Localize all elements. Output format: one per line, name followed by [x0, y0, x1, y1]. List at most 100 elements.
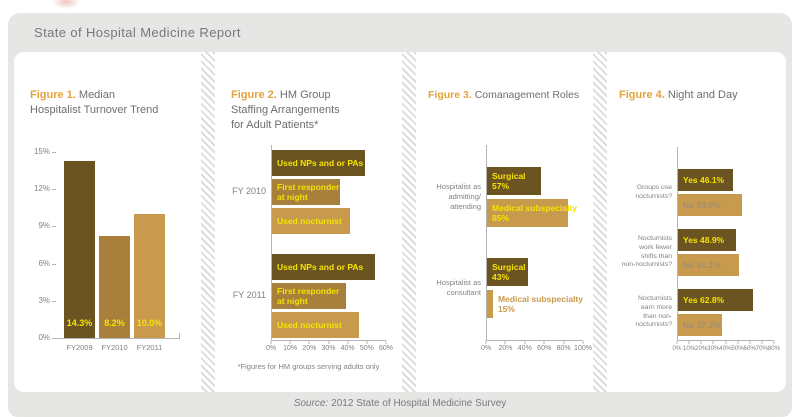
bar-label: No 51.1% [683, 259, 721, 270]
y-axis-label: 9% [38, 221, 50, 231]
chart-groups: Hospitalist as admitting/ attending Surgi… [428, 145, 583, 340]
x-axis-line [56, 338, 180, 339]
x-axis-tick [385, 341, 387, 344]
bar: Used NPs and or PAs [271, 254, 375, 280]
comanagement-roles-chart: Hospitalist as admitting/ attending Surgi… [428, 145, 592, 356]
x-axis-label: 80% [556, 345, 571, 352]
x-axis-tick [737, 341, 739, 344]
group-label: Hospitalist as admitting/ attending [436, 182, 481, 211]
bar: Used nocturnist [271, 312, 360, 338]
x-axis-tick [725, 341, 726, 344]
bar: Surgical 43% [486, 258, 528, 286]
bar-row: No 53.9% [677, 194, 774, 216]
figure-3-panel: Figure 3. Comanagement Roles Hospitalist… [416, 52, 593, 392]
bars: Used NPs and or PAs First responder at ni… [271, 254, 386, 338]
bar: No 37.2% [677, 314, 723, 336]
x-axis-tick [582, 341, 584, 344]
x-axis-label: 40% [340, 345, 355, 352]
x-axis-tick [308, 341, 310, 344]
bar-label: No 37.2% [683, 319, 721, 330]
figure-title: Figure 4. Night and Day [619, 88, 774, 142]
bar-label: Surgical 57% [492, 170, 526, 191]
report-footer: Source: 2012 State of Hospital Medicine S… [8, 392, 792, 417]
y-axis-label: 3% [38, 295, 50, 305]
x-axis-label: 100% [574, 345, 592, 352]
bar-label: Surgical 43% [492, 261, 526, 282]
y-axis-tick [52, 226, 56, 228]
x-axis-label: 80% [767, 345, 781, 352]
report-title: State of Hospital Medicine Report [34, 25, 241, 40]
group-label: FY 2011 [232, 290, 266, 301]
bar-row: First responder at night [271, 283, 386, 309]
x-axis: 0% 20% 40% 60% 80% 100% [481, 340, 592, 356]
x-axis-label: 40% [517, 345, 532, 352]
bar-group: Hospitalist as consultant Surgical 43% Med… [428, 258, 583, 318]
bar: No 53.9% [677, 194, 743, 216]
group-label: Nocturnists work fewer shifts than non-n… [621, 234, 672, 269]
x-axis-label: 20% [498, 345, 513, 352]
bar-value-label: 14.3% [66, 317, 93, 328]
x-axis-label: 20% [695, 345, 708, 352]
bar: No 51.1% [677, 254, 739, 276]
bar: 14.3% [64, 160, 95, 338]
bar-row: Used nocturnist [271, 312, 386, 338]
charts-area: Figure 1. Median Hospitalist Turnover Tr… [14, 52, 786, 392]
bar-row: Medical subspecialty 15% [486, 290, 583, 318]
x-axis-tick [712, 341, 714, 344]
x-axis-label: 60% [378, 345, 394, 352]
x-axis-tick [347, 341, 349, 344]
y-axis-tick [52, 338, 56, 339]
bar: Yes 48.9% [677, 229, 737, 251]
bars: Surgical 43% Medical subspecialty 15% [486, 258, 583, 318]
panel-divider [593, 52, 607, 392]
x-axis: 0% 10% 20% 30% 40% 50% 60% [266, 340, 393, 356]
bar-group: FY 2011 Used NPs and or PAs First responde… [231, 254, 386, 338]
bar: First responder at night [271, 283, 346, 309]
x-axis-end-tick [179, 333, 180, 339]
bar-row: Used NPs and or PAs [271, 254, 386, 280]
bar-row: Used NPs and or PAs [271, 150, 386, 176]
y-axis-tick [52, 189, 56, 191]
figure-number: Figure 3. [428, 89, 472, 101]
x-axis-tick [688, 341, 690, 344]
bars: Used NPs and or PAs First responder at ni… [271, 150, 386, 234]
bar-label: No 53.9% [683, 199, 721, 210]
stray-logo-mark [52, 0, 80, 9]
bar-row: Surgical 43% [486, 258, 583, 286]
source-text: 2012 State of Hospital Medicine Survey [331, 398, 507, 409]
x-axis-label: 0% [480, 345, 492, 352]
y-axis-label: 0% [38, 333, 50, 342]
figure-title: Figure 2. HM Group Staffing Arrangements… [231, 88, 353, 142]
bar-label: Used nocturnist [277, 319, 342, 330]
x-axis-label: 30% [321, 345, 336, 352]
group-label: FY 2010 [232, 186, 266, 197]
bar-label: Yes 46.1% [683, 174, 725, 185]
chart-groups: Groups use nocturnists? Yes 46.1% No 53.9%… [619, 147, 774, 340]
x-axis-tick [270, 341, 272, 344]
bars: Yes 48.9% No 51.1% [677, 229, 774, 276]
bar-label: Used NPs and or PAs [277, 261, 364, 272]
x-axis-tick [773, 341, 775, 344]
turnover-trend-chart: 15% 12% 9% 6% 3% 0% 14.3% FY2009 8.2% FY2010 10.0%… [30, 147, 185, 362]
bar-group: Hospitalist as admitting/ attending Surgi… [428, 167, 583, 227]
y-axis-label: 6% [38, 258, 50, 268]
bar-label: Yes 48.9% [683, 234, 725, 245]
y-axis-tick [52, 263, 56, 265]
figure-number: Figure 4. [619, 89, 665, 101]
x-axis: 0% 10% 20% 30% 40% 50% 60% 70% 80% [673, 340, 780, 356]
x-axis-label: 0% [672, 345, 682, 352]
x-axis-label: 40% [719, 345, 732, 352]
bar-row: No 51.1% [677, 254, 774, 276]
group-label: Groups use nocturnists? [635, 183, 672, 200]
x-axis-tick [328, 341, 329, 344]
bar-value-label: 8.2% [104, 317, 125, 328]
bar [486, 290, 493, 318]
x-axis-tick [485, 341, 487, 344]
x-axis-tick [289, 341, 291, 344]
bars: Yes 62.8% No 37.2% [677, 289, 774, 336]
bar-group: Nocturnists work fewer shifts than non-n… [619, 229, 774, 276]
bar: Used nocturnist [271, 208, 350, 234]
x-axis-label: 0% [265, 345, 277, 352]
bar: First responder at night [271, 179, 340, 205]
